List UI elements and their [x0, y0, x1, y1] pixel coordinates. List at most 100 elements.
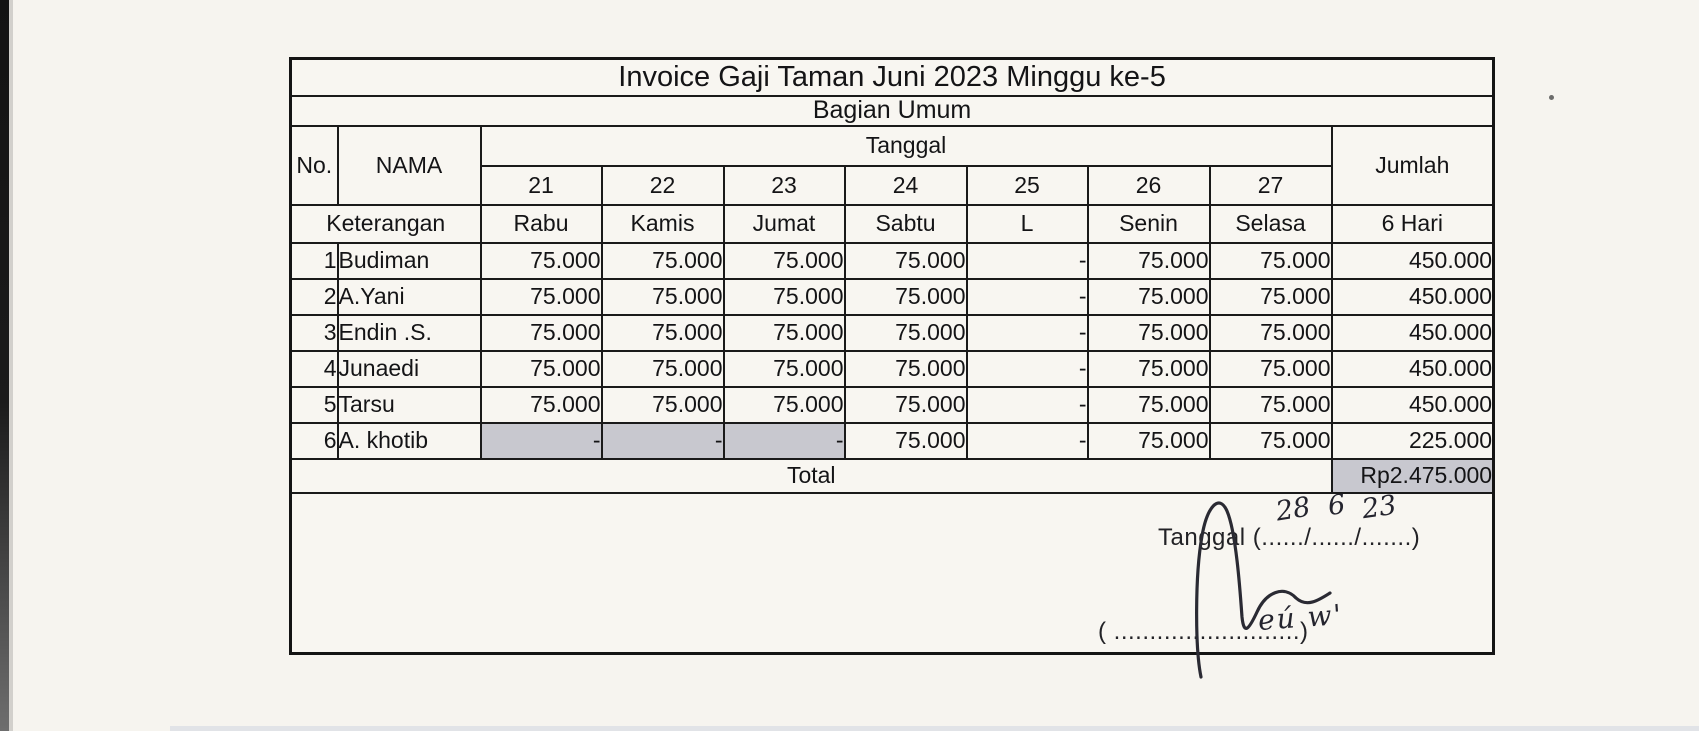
wage-cell: 75.000 [1086, 421, 1211, 460]
row-total: 450.000 [1330, 313, 1495, 352]
wage-cell: 75.000 [843, 313, 968, 352]
wage-cell: 75.000 [1086, 277, 1211, 316]
day-header-l: L [965, 203, 1089, 244]
wage-cell: 75.000 [1208, 313, 1333, 352]
wage-cell: 75.000 [1208, 277, 1333, 316]
table-row: 4 Junaedi 75.000 75.000 75.000 75.000 - … [289, 349, 1495, 388]
handwritten-day: 28 [1273, 492, 1313, 527]
day-header-jumat: Jumat [722, 203, 846, 244]
wage-cell-absent: - [479, 421, 603, 460]
wage-cell: 75.000 [1086, 349, 1211, 388]
invoice-table: Invoice Gaji Taman Juni 2023 Minggu ke-5… [289, 57, 1496, 655]
table-row: 1 Budiman 75.000 75.000 75.000 75.000 - … [289, 241, 1495, 280]
row-number: 1 [289, 241, 339, 280]
col-header-6hari: 6 Hari [1330, 203, 1495, 244]
wage-cell-absent: - [722, 421, 846, 460]
row-number: 3 [289, 313, 339, 352]
wage-cell: - [965, 277, 1089, 316]
col-header-tanggal: Tanggal [479, 124, 1333, 167]
handwritten-month: 6 [1326, 492, 1348, 522]
wage-cell: 75.000 [479, 385, 603, 424]
grand-total-value: Rp2.475.000 [1330, 457, 1495, 494]
date-header-24: 24 [843, 164, 968, 206]
day-header-senin: Senin [1086, 203, 1211, 244]
wage-cell: 75.000 [1208, 349, 1333, 388]
col-header-nama: NAMA [336, 124, 482, 206]
table-row: 2 A.Yani 75.000 75.000 75.000 75.000 - 7… [289, 277, 1495, 316]
wage-cell: 75.000 [479, 277, 603, 316]
handwritten-year: 23 [1360, 492, 1399, 525]
wage-cell: - [965, 421, 1089, 460]
wage-cell: 75.000 [1208, 421, 1333, 460]
wage-cell: - [965, 349, 1089, 388]
date-header-23: 23 [722, 164, 846, 206]
wage-cell: 75.000 [1086, 313, 1211, 352]
total-label: Total [289, 457, 1333, 494]
day-header-selasa: Selasa [1208, 203, 1333, 244]
col-header-no: No. [289, 124, 339, 206]
wage-cell: 75.000 [1208, 241, 1333, 280]
row-total: 450.000 [1330, 349, 1495, 388]
wage-cell: 75.000 [722, 277, 846, 316]
wage-cell: 75.000 [1086, 385, 1211, 424]
wage-cell: 75.000 [600, 241, 725, 280]
wage-cell-absent: - [600, 421, 725, 460]
wage-cell: - [965, 385, 1089, 424]
employee-name: Endin .S. [336, 313, 482, 352]
row-number: 4 [289, 349, 339, 388]
row-number: 6 [289, 421, 339, 460]
col-header-keterangan: Keterangan [289, 203, 482, 244]
employee-name: Tarsu [336, 385, 482, 424]
signature-date-line: Tanggal (....../....../.......) [1158, 523, 1420, 551]
total-row: Total Rp2.475.000 [289, 457, 1495, 494]
wage-cell: 75.000 [479, 241, 603, 280]
wage-cell: 75.000 [600, 313, 725, 352]
row-number: 2 [289, 277, 339, 316]
wage-cell: 75.000 [722, 385, 846, 424]
row-total: 450.000 [1330, 241, 1495, 280]
wage-cell: 75.000 [722, 349, 846, 388]
row-total: 450.000 [1330, 277, 1495, 316]
wage-cell: - [965, 313, 1089, 352]
wage-cell: 75.000 [843, 277, 968, 316]
wage-cell: 75.000 [600, 349, 725, 388]
employee-name: A. khotib [336, 421, 482, 460]
row-number: 5 [289, 385, 339, 424]
table-row: 5 Tarsu 75.000 75.000 75.000 75.000 - 75… [289, 385, 1495, 424]
wage-cell: 75.000 [600, 385, 725, 424]
scan-speck [1549, 95, 1554, 100]
wage-cell: 75.000 [722, 313, 846, 352]
day-header-rabu: Rabu [479, 203, 603, 244]
day-header-kamis: Kamis [600, 203, 725, 244]
wage-cell: 75.000 [479, 349, 603, 388]
table-row: 3 Endin .S. 75.000 75.000 75.000 75.000 … [289, 313, 1495, 352]
row-total: 225.000 [1330, 421, 1495, 460]
date-header-26: 26 [1086, 164, 1211, 206]
wage-cell: 75.000 [1208, 385, 1333, 424]
employee-name: A.Yani [336, 277, 482, 316]
scan-edge-shadow [9, 0, 13, 731]
section-title: Bagian Umum [289, 94, 1495, 127]
scan-bottom-artifact [170, 726, 1699, 731]
wage-cell: 75.000 [479, 313, 603, 352]
wage-cell: 75.000 [843, 241, 968, 280]
wage-cell: 75.000 [722, 241, 846, 280]
signature-date-label: Tanggal [1158, 523, 1246, 551]
signature-area: Tanggal (....../....../.......) 28 6 23 … [289, 491, 1495, 655]
wage-cell: - [965, 241, 1089, 280]
row-total: 450.000 [1330, 385, 1495, 424]
wage-cell: 75.000 [843, 421, 968, 460]
date-header-21: 21 [479, 164, 603, 206]
wage-cell: 75.000 [1086, 241, 1211, 280]
col-header-jumlah: Jumlah [1330, 124, 1495, 206]
employee-name: Junaedi [336, 349, 482, 388]
date-header-22: 22 [600, 164, 725, 206]
invoice-title: Invoice Gaji Taman Juni 2023 Minggu ke-5 [289, 57, 1495, 97]
wage-cell: 75.000 [843, 385, 968, 424]
wage-cell: 75.000 [600, 277, 725, 316]
day-header-sabtu: Sabtu [843, 203, 968, 244]
employee-name: Budiman [336, 241, 482, 280]
handwritten-signature-name: eú w' [1256, 597, 1345, 637]
wage-cell: 75.000 [843, 349, 968, 388]
